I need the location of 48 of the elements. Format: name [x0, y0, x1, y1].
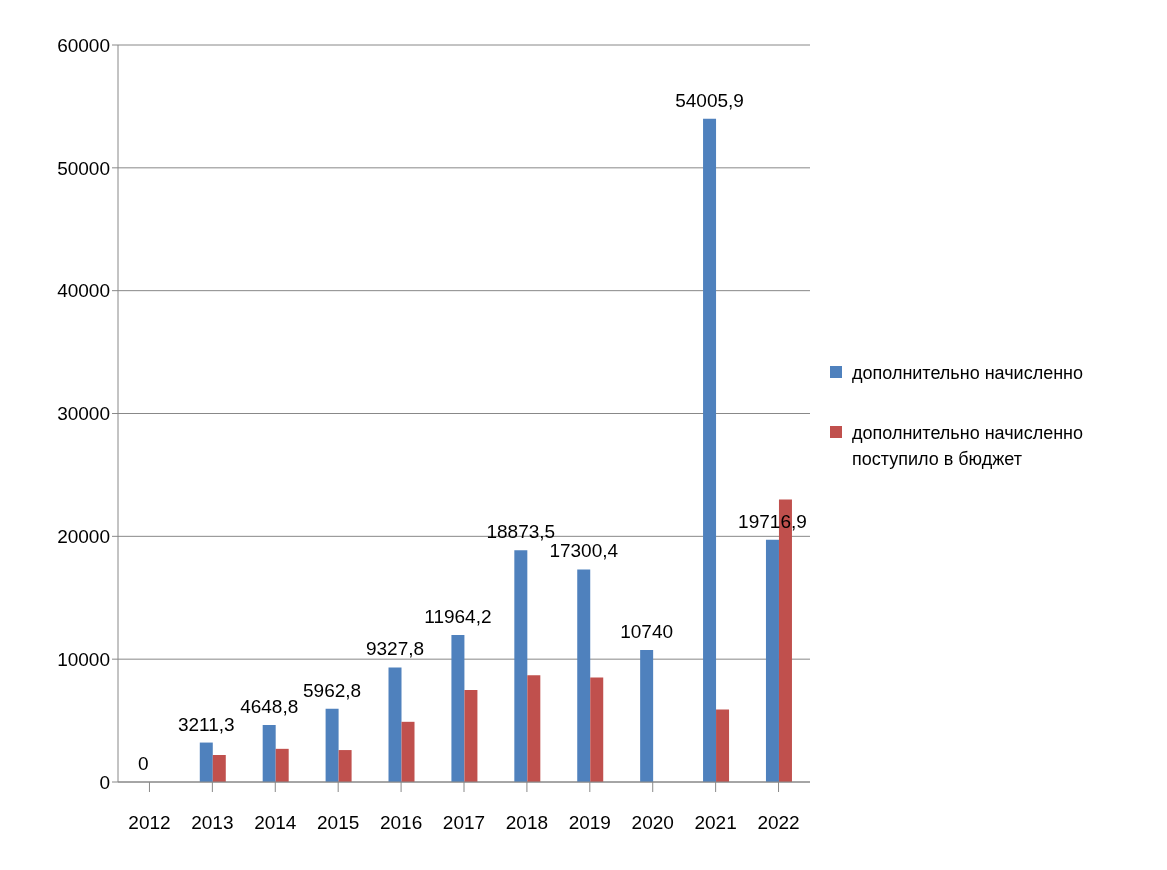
data-label: 4648,8 — [240, 695, 299, 717]
data-label: 54005,9 — [675, 89, 744, 111]
bar — [199, 742, 213, 782]
legend-label: дополнительно начисленно поступило в бюджет — [852, 422, 1085, 471]
data-label: 11964,2 — [424, 606, 492, 628]
x-tick-label: 2021 — [694, 812, 737, 834]
data-label: 10740 — [620, 621, 674, 643]
bar — [325, 708, 339, 782]
legend-label: дополнительно начисленно — [852, 362, 1084, 385]
bar — [401, 721, 415, 782]
x-tick-label: 2014 — [254, 812, 297, 834]
x-tick-label: 2017 — [442, 812, 486, 834]
data-label: 9327,8 — [365, 638, 425, 660]
data-label: 0 — [138, 752, 149, 774]
bar — [577, 569, 591, 782]
data-label: 5962,8 — [303, 679, 362, 701]
x-tick-label: 2022 — [757, 812, 800, 834]
bar — [212, 754, 226, 782]
bar — [262, 724, 276, 782]
y-tick-label: 0 — [99, 771, 110, 793]
x-tick-label: 2020 — [631, 812, 674, 834]
y-tick-label: 60000 — [57, 34, 110, 56]
y-tick-label: 30000 — [57, 403, 110, 425]
x-tick-label: 2015 — [317, 812, 360, 834]
bar — [275, 748, 289, 782]
x-tick-label: 2018 — [505, 812, 549, 834]
bar — [716, 709, 730, 782]
bar — [388, 667, 402, 782]
bar — [765, 539, 779, 782]
bar — [527, 675, 541, 782]
x-tick-label: 2019 — [568, 812, 611, 834]
data-label: 3211,3 — [177, 713, 235, 735]
bar — [338, 750, 352, 782]
bar — [514, 550, 528, 782]
x-tick-label: 2012 — [128, 812, 171, 834]
bar — [640, 650, 654, 782]
y-tick-label: 20000 — [57, 526, 110, 548]
data-label: 18873,5 — [486, 521, 556, 543]
bar — [464, 689, 478, 782]
bar — [451, 635, 465, 782]
y-tick-label: 40000 — [57, 280, 110, 302]
bar — [590, 677, 604, 782]
x-tick-label: 2013 — [191, 812, 234, 834]
bar — [703, 118, 717, 782]
x-tick-label: 2016 — [379, 812, 423, 834]
y-tick-label: 10000 — [57, 648, 110, 670]
data-label: 17300,4 — [549, 540, 619, 562]
y-tick-label: 50000 — [57, 157, 110, 179]
